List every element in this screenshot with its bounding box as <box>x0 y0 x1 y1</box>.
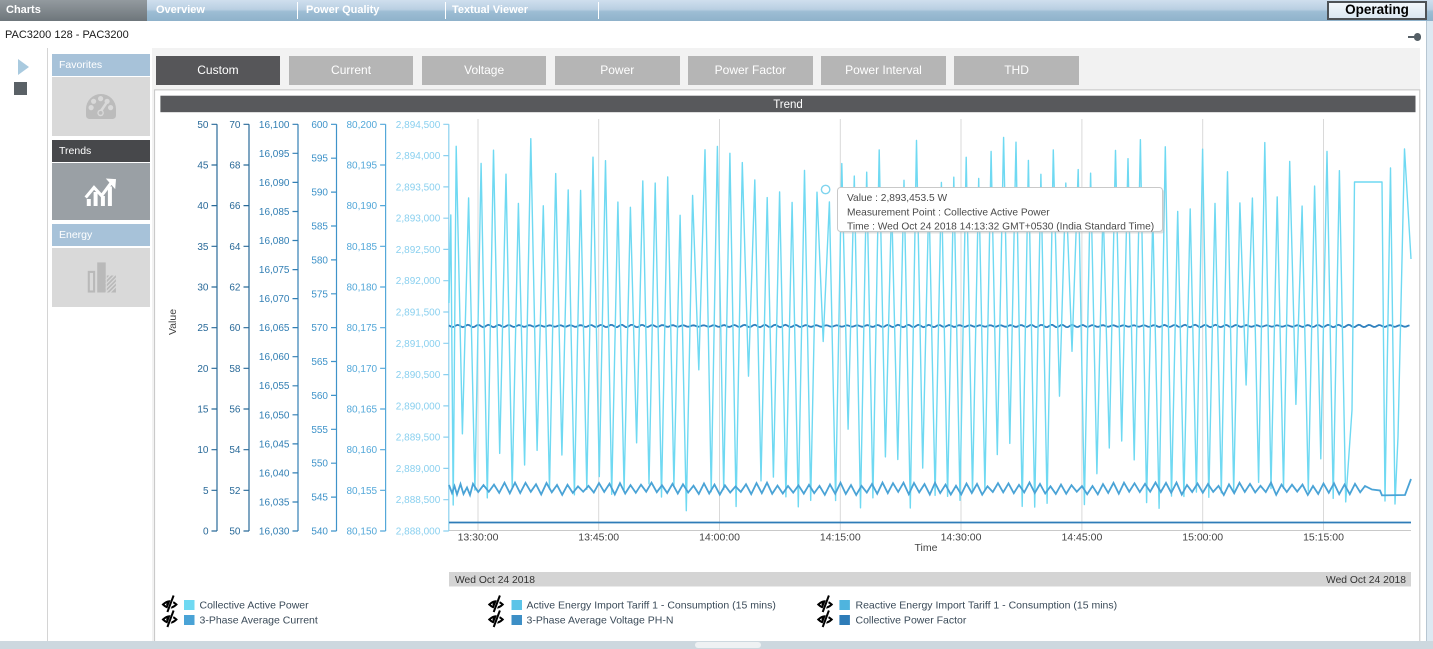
svg-text:14:45:00: 14:45:00 <box>1061 532 1102 544</box>
svg-text:Wed Oct 24 2018: Wed Oct 24 2018 <box>1326 575 1406 586</box>
svg-text:2,888,500: 2,888,500 <box>396 495 441 506</box>
svg-text:60: 60 <box>229 323 241 334</box>
svg-text:14:00:00: 14:00:00 <box>699 532 740 544</box>
svg-text:64: 64 <box>229 242 241 253</box>
svg-text:2,889,500: 2,889,500 <box>396 433 441 444</box>
svg-text:16,055: 16,055 <box>259 381 290 392</box>
svg-text:80,180: 80,180 <box>347 283 378 294</box>
svg-text:50: 50 <box>197 120 209 131</box>
svg-text:30: 30 <box>197 283 209 294</box>
svg-text:Reactive Energy Import Tariff: Reactive Energy Import Tariff 1 - Consum… <box>856 600 1118 612</box>
svg-text:52: 52 <box>229 486 241 497</box>
svg-text:50: 50 <box>229 527 241 538</box>
svg-text:585: 585 <box>311 222 328 233</box>
svg-text:10: 10 <box>197 445 209 456</box>
svg-text:570: 570 <box>311 323 328 334</box>
svg-text:Time: Time <box>915 542 938 554</box>
svg-text:560: 560 <box>311 391 328 402</box>
svg-text:Collective Power Factor: Collective Power Factor <box>856 615 967 627</box>
svg-text:540: 540 <box>311 527 328 538</box>
svg-text:2,894,500: 2,894,500 <box>396 120 441 131</box>
svg-text:Trend: Trend <box>773 99 803 111</box>
svg-text:16,070: 16,070 <box>259 294 290 305</box>
svg-text:20: 20 <box>197 364 209 375</box>
svg-text:14:15:00: 14:15:00 <box>820 532 861 544</box>
svg-text:2,893,000: 2,893,000 <box>396 214 441 225</box>
svg-text:545: 545 <box>311 493 328 504</box>
svg-text:2,891,000: 2,891,000 <box>396 339 441 350</box>
svg-text:66: 66 <box>229 201 241 212</box>
svg-text:80,150: 80,150 <box>347 527 378 538</box>
svg-text:45: 45 <box>197 161 209 172</box>
svg-text:16,100: 16,100 <box>259 120 290 131</box>
svg-text:80,170: 80,170 <box>347 364 378 375</box>
svg-text:0: 0 <box>203 527 209 538</box>
svg-text:590: 590 <box>311 188 328 199</box>
svg-text:56: 56 <box>229 405 241 416</box>
svg-text:16,040: 16,040 <box>259 468 290 479</box>
svg-text:80,185: 80,185 <box>347 242 378 253</box>
svg-text:2,889,000: 2,889,000 <box>396 464 441 475</box>
svg-text:16,060: 16,060 <box>259 352 290 363</box>
svg-text:62: 62 <box>229 283 241 294</box>
svg-text:13:30:00: 13:30:00 <box>458 532 499 544</box>
svg-text:Value: Value <box>167 309 179 335</box>
svg-text:600: 600 <box>311 120 328 131</box>
svg-text:565: 565 <box>311 357 328 368</box>
svg-text:3-Phase Average Current: 3-Phase Average Current <box>200 615 318 627</box>
svg-text:15:00:00: 15:00:00 <box>1182 532 1223 544</box>
svg-text:2,892,000: 2,892,000 <box>396 276 441 287</box>
svg-text:2,890,000: 2,890,000 <box>396 401 441 412</box>
svg-text:16,090: 16,090 <box>259 178 290 189</box>
svg-text:15:15:00: 15:15:00 <box>1303 532 1344 544</box>
svg-text:80,175: 80,175 <box>347 323 378 334</box>
svg-text:16,095: 16,095 <box>259 149 290 160</box>
svg-text:16,030: 16,030 <box>259 527 290 538</box>
svg-text:555: 555 <box>311 425 328 436</box>
svg-text:550: 550 <box>311 459 328 470</box>
svg-text:35: 35 <box>197 242 209 253</box>
svg-text:54: 54 <box>229 445 241 456</box>
svg-text:70: 70 <box>229 120 241 131</box>
svg-text:Active Energy Import Tariff 1: Active Energy Import Tariff 1 - Consumpt… <box>527 600 776 612</box>
svg-text:2,892,500: 2,892,500 <box>396 245 441 256</box>
svg-text:Value : 2,893,453.5 W: Value : 2,893,453.5 W <box>847 193 947 204</box>
svg-text:16,065: 16,065 <box>259 323 290 334</box>
svg-text:80,160: 80,160 <box>347 445 378 456</box>
svg-text:5: 5 <box>203 486 209 497</box>
svg-text:25: 25 <box>197 323 209 334</box>
svg-text:68: 68 <box>229 161 241 172</box>
svg-text:16,045: 16,045 <box>259 439 290 450</box>
svg-text:80,190: 80,190 <box>347 201 378 212</box>
svg-text:595: 595 <box>311 154 328 165</box>
svg-text:Time : Wed Oct 24 2018 14:13:3: Time : Wed Oct 24 2018 14:13:32 GMT+0530… <box>847 222 1154 233</box>
svg-text:580: 580 <box>311 255 328 266</box>
svg-text:16,080: 16,080 <box>259 236 290 247</box>
svg-text:16,035: 16,035 <box>259 498 290 509</box>
svg-text:Collective Active Power: Collective Active Power <box>200 600 310 612</box>
svg-text:2,894,000: 2,894,000 <box>396 151 441 162</box>
svg-text:58: 58 <box>229 364 241 375</box>
svg-text:575: 575 <box>311 289 328 300</box>
svg-text:80,155: 80,155 <box>347 486 378 497</box>
svg-text:Wed Oct 24 2018: Wed Oct 24 2018 <box>455 575 535 586</box>
svg-text:2,891,500: 2,891,500 <box>396 308 441 319</box>
svg-text:3-Phase Average Voltage PH-N: 3-Phase Average Voltage PH-N <box>527 615 674 627</box>
svg-text:40: 40 <box>197 201 209 212</box>
svg-text:Measurement Point : Collective: Measurement Point : Collective Active Po… <box>847 208 1050 219</box>
svg-text:16,050: 16,050 <box>259 410 290 421</box>
svg-text:80,195: 80,195 <box>347 161 378 172</box>
svg-text:13:45:00: 13:45:00 <box>578 532 619 544</box>
svg-text:15: 15 <box>197 405 209 416</box>
svg-text:14:30:00: 14:30:00 <box>941 532 982 544</box>
svg-text:2,893,500: 2,893,500 <box>396 182 441 193</box>
svg-text:16,075: 16,075 <box>259 265 290 276</box>
svg-text:2,888,000: 2,888,000 <box>396 527 441 538</box>
svg-text:80,165: 80,165 <box>347 405 378 416</box>
svg-text:80,200: 80,200 <box>347 120 378 131</box>
svg-text:16,085: 16,085 <box>259 207 290 218</box>
svg-text:2,890,500: 2,890,500 <box>396 370 441 381</box>
